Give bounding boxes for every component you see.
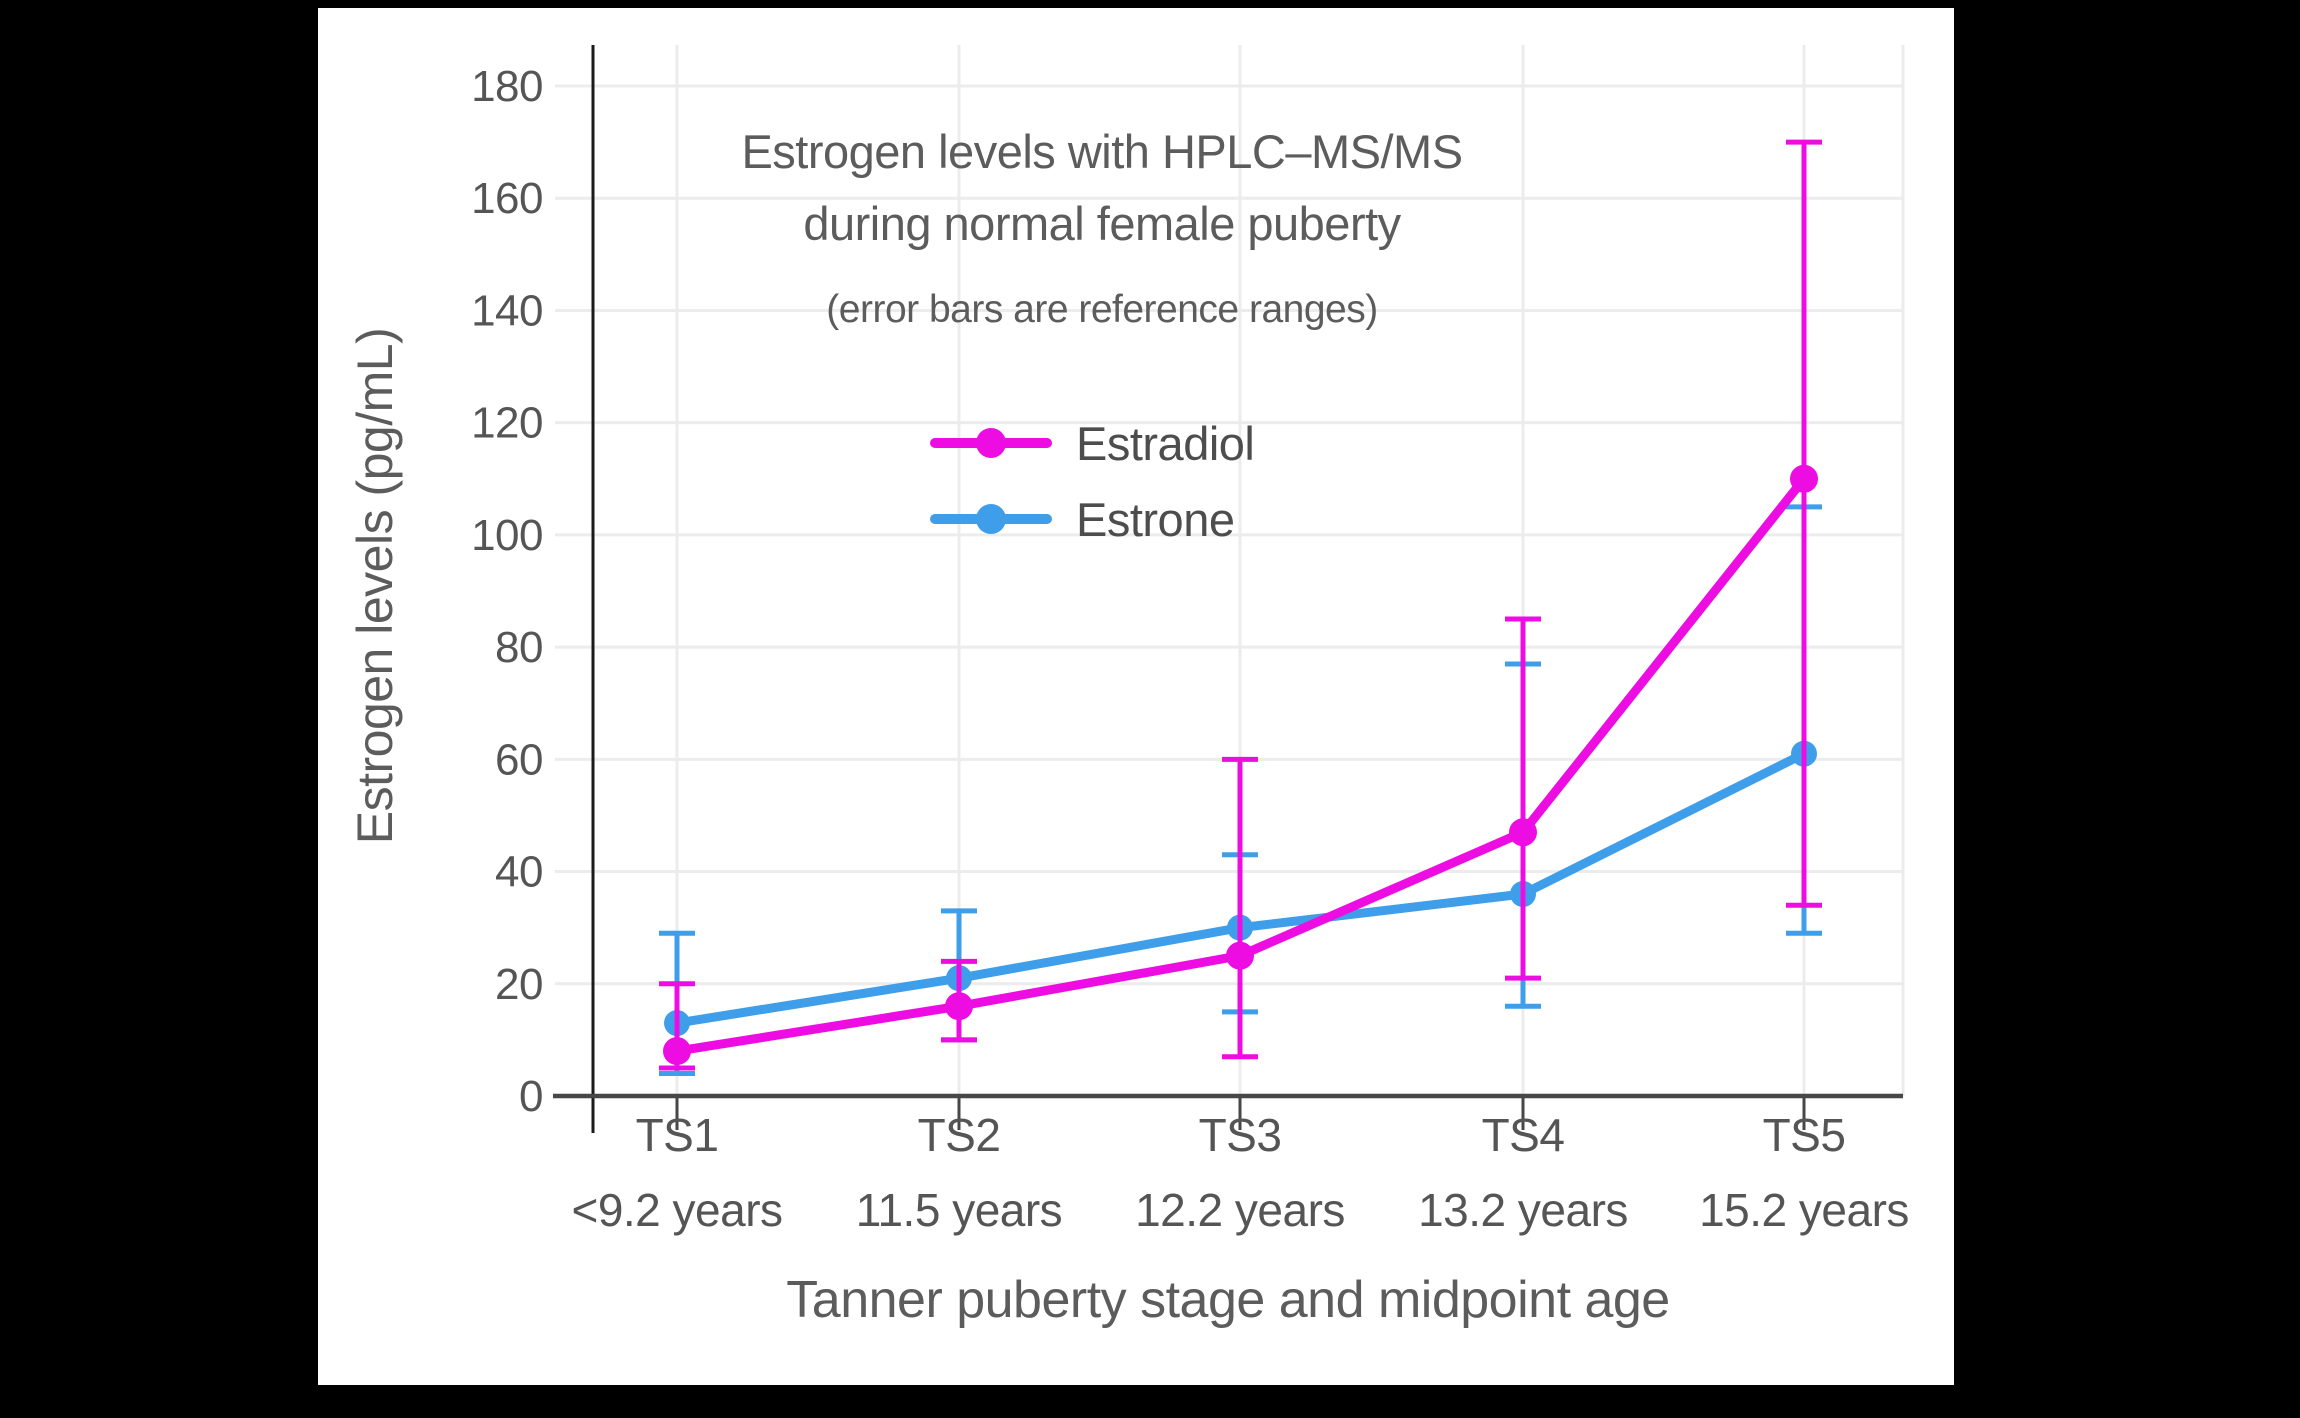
x-axis-title: Tanner puberty stage and midpoint age [786,1271,1670,1329]
y-tick-label-120: 120 [471,399,543,448]
chart-title-line2: during normal female puberty [803,197,1401,250]
legend-label-estradiol: Estradiol [1076,416,1255,470]
x-age-label-TS4: 13.2 years [1418,1184,1628,1236]
y-tick-label-100: 100 [471,511,543,560]
estradiol-point-TS3 [1226,941,1254,970]
x-tick-label-TS5: TS5 [1763,1109,1846,1161]
estradiol-line-marker-icon [930,428,1052,458]
x-tick-label-TS4: TS4 [1482,1109,1565,1161]
chart-legend: Estradiol Estrone [930,405,1255,557]
chart-title-block: Estrogen levels with HPLC–MS/MS during n… [741,116,1463,334]
x-tick-label-TS1: TS1 [636,1109,719,1161]
y-tick-label-60: 60 [495,735,543,784]
legend-label-estrone: Estrone [1076,492,1235,546]
legend-item-estradiol: Estradiol [930,405,1255,481]
x-age-label-TS5: 15.2 years [1699,1184,1909,1236]
y-axis-title: Estrogen levels (pg/mL) [347,327,403,845]
y-tick-label-0: 0 [519,1072,543,1121]
x-age-label-TS3: 12.2 years [1135,1184,1345,1236]
x-tick-label-TS2: TS2 [918,1109,1001,1161]
y-tick-label-80: 80 [495,623,543,672]
chart-subtitle: (error bars are reference ranges) [826,288,1378,331]
estradiol-point-TS5 [1790,464,1818,493]
x-age-label-TS2: 11.5 years [856,1184,1062,1236]
y-tick-label-140: 140 [471,286,543,335]
estrone-legend-dot [976,504,1006,534]
estradiol-point-TS2 [945,992,973,1021]
legend-item-estrone: Estrone [930,481,1254,557]
y-tick-label-40: 40 [495,848,543,897]
y-tick-label-20: 20 [495,960,543,1009]
x-tick-label-TS3: TS3 [1199,1109,1282,1161]
y-tick-label-160: 160 [471,174,543,223]
chart-figure: 0 20 40 60 80 100 120 140 160 180 TS1 TS2 TS3 TS4 TS5 <… [318,8,1954,1385]
chart-title-line1: Estrogen levels with HPLC–MS/MS [741,125,1463,178]
estradiol-point-TS1 [663,1037,691,1066]
x-age-label-TS1: <9.2 years [571,1184,782,1236]
chart-plot-area: 0 20 40 60 80 100 120 140 160 180 TS1 TS2 TS3 TS4 TS5 <… [471,45,1909,1236]
estrone-line-marker-icon [930,504,1052,534]
y-tick-label-180: 180 [471,62,543,111]
estradiol-legend-dot [976,428,1006,458]
estradiol-point-TS4 [1509,818,1537,847]
